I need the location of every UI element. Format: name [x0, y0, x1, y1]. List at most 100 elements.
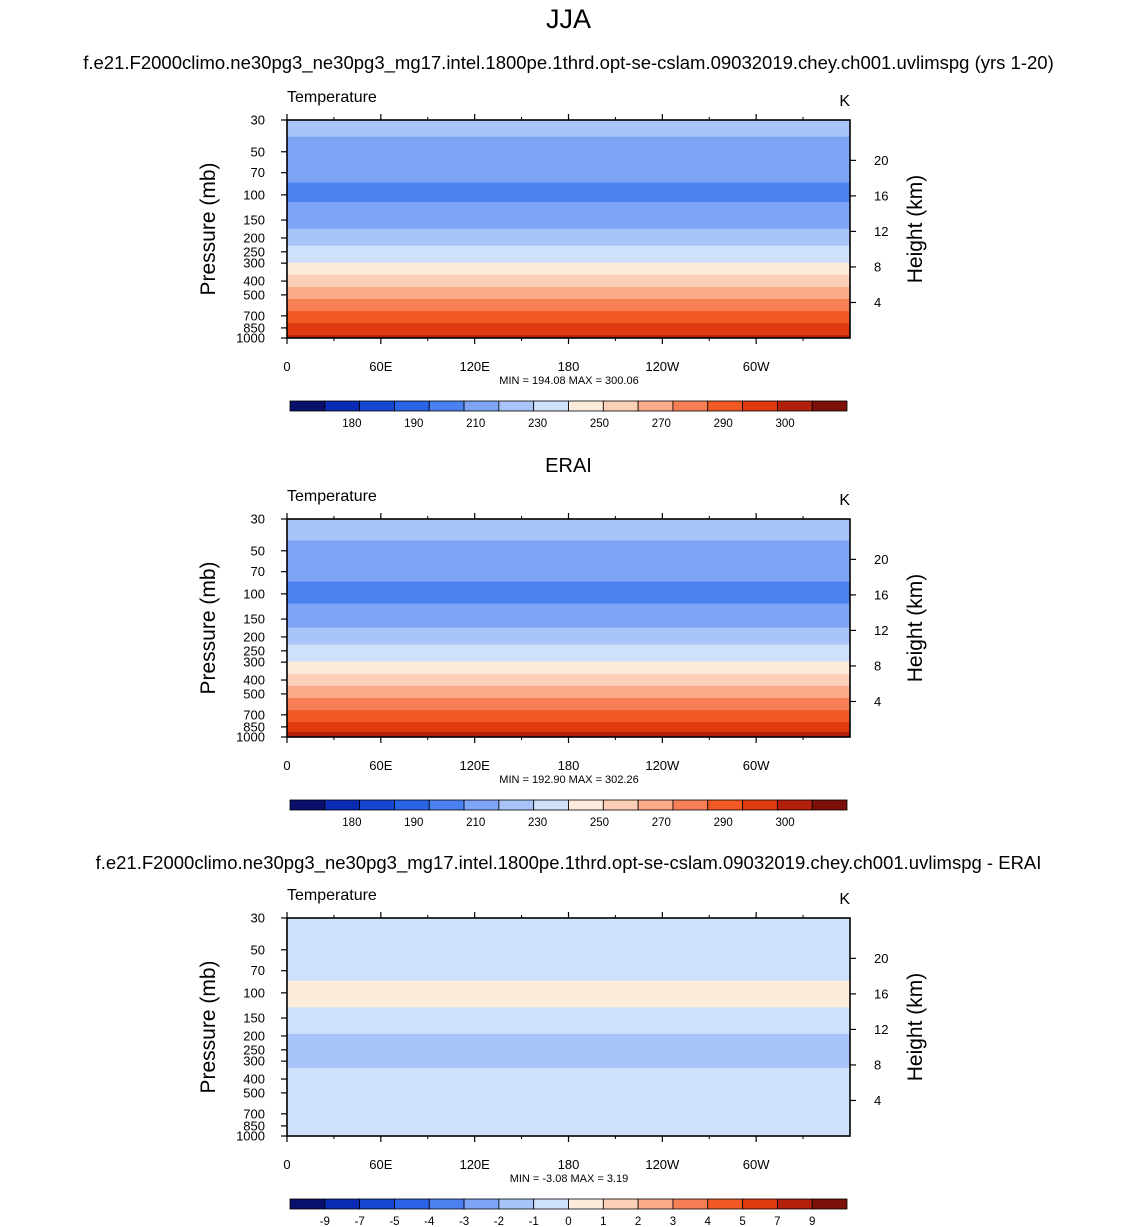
field-band: [287, 632, 850, 636]
pressure-tick-label: 200: [243, 629, 265, 644]
field-band: [287, 1128, 850, 1132]
field-band: [287, 530, 850, 534]
field-band: [287, 937, 850, 941]
colorbar-swatch: [324, 400, 361, 412]
field-band: [287, 1012, 850, 1016]
field-band: [287, 533, 850, 537]
colorbar-swatch: [637, 1198, 674, 1210]
field-band: [287, 223, 850, 227]
field-band: [287, 267, 850, 271]
field-band: [287, 642, 850, 646]
field-band: [287, 311, 850, 315]
field-band: [287, 586, 850, 590]
field-band: [287, 693, 850, 697]
colorbar-swatch: [568, 400, 604, 412]
field-band: [287, 1118, 850, 1122]
colorbar-swatch: [289, 799, 326, 811]
field-band: [287, 958, 850, 962]
temperature-field: [287, 918, 850, 1136]
x-tick-label: 180: [558, 359, 580, 374]
colorbar-label: -1: [529, 1216, 539, 1227]
field-band: [287, 238, 850, 242]
field-band: [287, 158, 850, 162]
pressure-tick-label: 70: [251, 963, 265, 978]
field-band: [287, 697, 850, 701]
field-band: [287, 1121, 850, 1125]
height-tick-label: 4: [874, 694, 881, 709]
pressure-tick-label: 400: [243, 673, 265, 688]
colorbar-label: 180: [342, 418, 361, 430]
field-band: [287, 535, 850, 539]
field-band: [287, 129, 850, 133]
field-band: [287, 656, 850, 660]
colorbar-swatch: [707, 799, 743, 811]
colorbar-swatch: [394, 1198, 430, 1210]
colorbar-label: 290: [714, 418, 733, 430]
colorbar-label: -4: [424, 1216, 435, 1227]
field-band: [287, 620, 850, 624]
field-band: [287, 269, 850, 273]
field-band: [287, 1111, 850, 1115]
field-band: [287, 608, 850, 612]
field-band: [287, 1014, 850, 1018]
colorbar-swatch: [602, 400, 639, 412]
colorbar-swatch: [811, 799, 848, 811]
field-band: [287, 1043, 850, 1047]
x-tick-label: 120E: [459, 1157, 490, 1172]
field-band: [287, 1038, 850, 1042]
field-band: [287, 221, 850, 225]
field-band: [287, 579, 850, 583]
field-band: [287, 291, 850, 295]
field-band: [287, 924, 850, 928]
colorbar-label: 230: [528, 817, 547, 829]
field-band: [287, 603, 850, 607]
field-band: [287, 245, 850, 249]
field-band: [287, 240, 850, 244]
field-band: [287, 235, 850, 239]
field-band: [287, 182, 850, 186]
field-band: [287, 690, 850, 694]
panel-variable-label: Temperature: [287, 488, 377, 505]
field-band: [287, 294, 850, 298]
field-band: [287, 1065, 850, 1069]
reference-title: ERAI: [545, 455, 592, 477]
field-band: [287, 724, 850, 728]
height-tick-label: 16: [874, 188, 888, 203]
pressure-tick-label: 250: [243, 643, 265, 658]
colorbar-swatch: [672, 799, 709, 811]
field-band: [287, 335, 850, 338]
height-tick-label: 12: [874, 623, 888, 638]
pressure-tick-label: 700: [243, 707, 265, 722]
x-tick-label: 0: [283, 359, 290, 374]
field-band: [287, 1099, 850, 1103]
pressure-tick-label: 250: [243, 1042, 265, 1057]
field-band: [287, 1094, 850, 1098]
colorbar: [289, 400, 848, 412]
min-max-annotation: MIN = 192.90 MAX = 302.26: [499, 774, 638, 786]
x-tick-label: 60W: [743, 359, 770, 374]
field-band: [287, 542, 850, 546]
field-band: [287, 131, 850, 135]
field-band: [287, 180, 850, 184]
colorbar-label: 180: [342, 817, 361, 829]
field-band: [287, 1029, 850, 1033]
colorbar-label: 9: [809, 1216, 815, 1227]
difference-temperature-panel: Temperature K0 60E 120E 180 120W 60W3050701001…: [197, 887, 927, 1227]
field-band: [287, 1021, 850, 1025]
pressure-tick-label: 200: [243, 230, 265, 245]
field-band: [287, 185, 850, 189]
field-band: [287, 702, 850, 706]
field-band: [287, 248, 850, 252]
field-band: [287, 966, 850, 970]
panel-units-label: K: [839, 492, 850, 509]
field-band: [287, 552, 850, 556]
field-band: [287, 719, 850, 723]
colorbar-label: 290: [714, 817, 733, 829]
field-band: [287, 252, 850, 256]
field-band: [287, 1058, 850, 1062]
field-band: [287, 521, 850, 525]
pressure-tick-label: 150: [243, 213, 265, 228]
field-band: [287, 601, 850, 605]
y-axis-right-title: Height (km): [904, 175, 927, 284]
colorbar: [289, 799, 848, 811]
